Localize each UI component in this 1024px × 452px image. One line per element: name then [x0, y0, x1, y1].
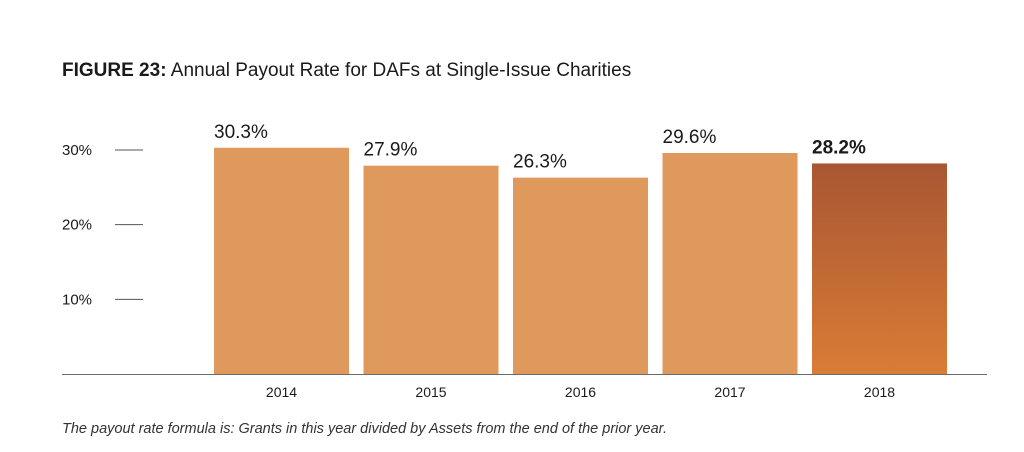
figure-label: FIGURE 23: — [62, 60, 167, 81]
bar-2014 — [214, 147, 349, 374]
value-label: 28.2% — [812, 137, 866, 158]
chart-title: FIGURE 23: Annual Payout Rate for DAFs a… — [62, 60, 631, 82]
value-labels: 30.3% 27.9% 26.3% 29.6% 28.2% — [214, 122, 866, 173]
x-tick-label: 2016 — [565, 384, 596, 400]
value-label: 29.6% — [663, 127, 717, 148]
y-tick-label: 20% — [62, 217, 92, 234]
x-axis: 2014 2015 2016 2017 2018 — [62, 374, 987, 400]
bar-2018 — [812, 163, 947, 374]
value-label: 27.9% — [364, 140, 418, 161]
bar-2017 — [662, 152, 798, 374]
x-tick-label: 2014 — [266, 384, 297, 400]
bar-2016 — [513, 177, 648, 374]
chart-title-text: Annual Payout Rate for DAFs at Single-Is… — [170, 60, 632, 81]
value-label: 30.3% — [214, 122, 268, 143]
bar-2015 — [363, 165, 499, 374]
x-tick-label: 2017 — [714, 384, 745, 400]
y-axis: 10% 20% 30% — [62, 142, 143, 308]
y-tick-label: 10% — [62, 291, 92, 308]
value-label: 26.3% — [513, 152, 567, 173]
bars — [214, 147, 947, 374]
y-tick-label: 30% — [62, 142, 92, 159]
footnote: The payout rate formula is: Grants in th… — [62, 421, 667, 437]
x-tick-label: 2015 — [415, 384, 446, 400]
x-tick-label: 2018 — [864, 384, 895, 400]
